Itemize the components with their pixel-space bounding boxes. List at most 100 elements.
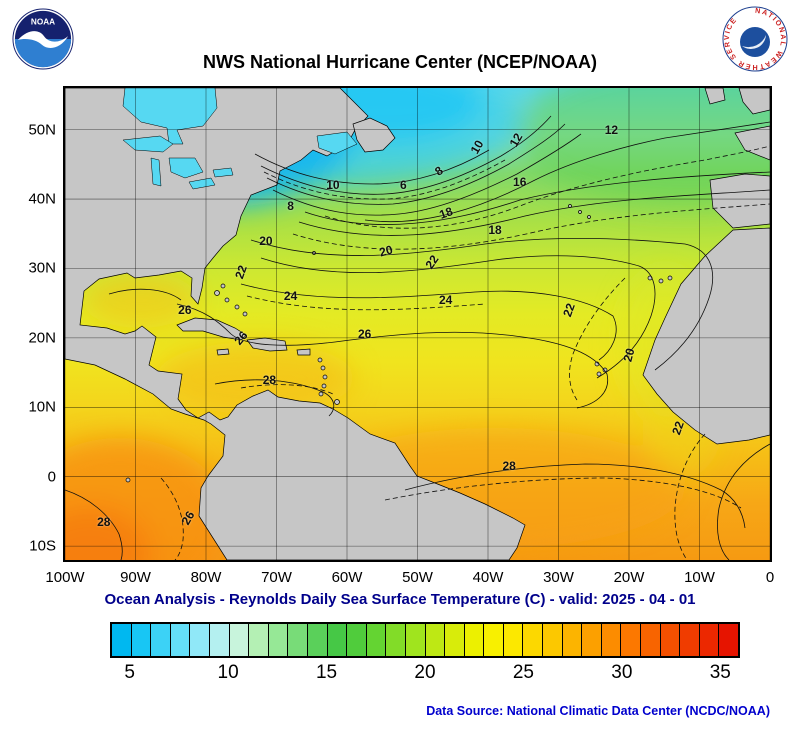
noaa-seal-icon: NOAA bbox=[12, 8, 74, 70]
colorbar-segment bbox=[543, 624, 563, 656]
land-ireland bbox=[704, 88, 726, 105]
contour-label: 18 bbox=[488, 223, 502, 238]
land-britain bbox=[738, 88, 770, 115]
contour-label: 8 bbox=[431, 163, 446, 179]
colorbar-segment bbox=[699, 624, 720, 656]
y-axis-label: 20N bbox=[28, 329, 56, 347]
colorbar-tick-label: 5 bbox=[124, 662, 135, 683]
colorbar-segment bbox=[484, 624, 504, 656]
colorbar-segment bbox=[641, 624, 661, 656]
colorbar-tick-label: 30 bbox=[611, 662, 633, 683]
grid-lines bbox=[65, 88, 770, 560]
land-newfoundland bbox=[352, 117, 396, 153]
y-axis-label: 50N bbox=[28, 121, 56, 139]
land-americas bbox=[65, 88, 526, 560]
land-france bbox=[734, 125, 770, 161]
colorbar-segment bbox=[523, 624, 544, 656]
colorbar-segment bbox=[151, 624, 171, 656]
x-axis-label: 70W bbox=[261, 569, 292, 586]
noaa-logo[interactable]: NOAA bbox=[12, 8, 74, 70]
x-axis-label: 0 bbox=[765, 569, 775, 586]
lake-michigan bbox=[150, 157, 162, 187]
x-axis-label: 50W bbox=[402, 569, 433, 586]
colorbar-segment bbox=[249, 624, 269, 656]
contour-label-layer: 8 10 6 8 10 12 12 16 18 18 20 20 22 22 24 24 22 26 26 26 20 2… bbox=[65, 88, 770, 560]
colorbar-segment bbox=[347, 624, 367, 656]
land-small-islands bbox=[125, 204, 673, 483]
colorbar-segment bbox=[445, 624, 465, 656]
contour-label: 16 bbox=[513, 174, 527, 189]
x-axis-label: 80W bbox=[190, 569, 222, 586]
colorbar-tick-label: 35 bbox=[709, 662, 731, 683]
colorbar-segment bbox=[680, 624, 700, 656]
y-axis-label: 0 bbox=[47, 468, 56, 486]
colorbar-segment bbox=[464, 624, 485, 656]
colorbar-ticks: 5 10 15 20 25 30 35 bbox=[110, 662, 740, 688]
y-axis-label: 30N bbox=[28, 259, 56, 277]
x-axis-label: 100W bbox=[45, 569, 85, 586]
x-axis-label: 10W bbox=[684, 569, 715, 586]
map-caption: Ocean Analysis - Reynolds Daily Sea Surf… bbox=[104, 591, 696, 608]
colorbar-segment bbox=[503, 624, 524, 656]
contour-label: 26 bbox=[231, 328, 251, 348]
contour-label: 24 bbox=[283, 289, 298, 304]
contour-label: 26 bbox=[178, 303, 192, 318]
colorbar-segment bbox=[288, 624, 308, 656]
contour-label: 10 bbox=[468, 137, 487, 157]
lake-erie bbox=[188, 177, 216, 190]
noaa-logo-text: NOAA bbox=[31, 17, 55, 26]
hudson-bay bbox=[122, 88, 218, 145]
colorbar-segment bbox=[131, 624, 152, 656]
colorbar-segment bbox=[112, 624, 132, 656]
contour-label: 26 bbox=[357, 327, 372, 342]
colorbar-segment bbox=[386, 624, 406, 656]
colorbar-segment bbox=[621, 624, 642, 656]
contour-label: 28 bbox=[97, 514, 111, 529]
colorbar-segment bbox=[170, 624, 191, 656]
sst-map-image bbox=[65, 88, 770, 560]
colorbar-segments bbox=[110, 622, 740, 658]
contour-label: 26 bbox=[178, 509, 198, 528]
land-puerto-rico bbox=[296, 348, 311, 356]
contour-label: 20 bbox=[620, 346, 638, 364]
lake-ontario bbox=[212, 167, 234, 178]
data-source: Data Source: National Climatic Data Cent… bbox=[426, 704, 770, 718]
contour-label: 22 bbox=[232, 263, 251, 281]
colorbar-segment bbox=[660, 624, 681, 656]
y-axis-label: 10N bbox=[28, 398, 56, 416]
colorbar-segment bbox=[307, 624, 328, 656]
colorbar-segment bbox=[601, 624, 622, 656]
colorbar-segment bbox=[209, 624, 230, 656]
colorbar-segment bbox=[719, 624, 738, 656]
colorbar-tick-label: 25 bbox=[512, 662, 535, 683]
colorbar-segment bbox=[268, 624, 289, 656]
y-axis-label: 10S bbox=[29, 537, 56, 555]
contour-label: 20 bbox=[377, 242, 395, 260]
land-africa bbox=[642, 227, 770, 445]
contour-label: 12 bbox=[604, 122, 619, 137]
x-axis-label: 60W bbox=[331, 569, 363, 586]
colorbar-segment bbox=[405, 624, 426, 656]
colorbar-tick-label: 15 bbox=[315, 662, 338, 683]
colorbar-tick-label: 10 bbox=[217, 662, 239, 683]
contour-label: 24 bbox=[439, 292, 453, 307]
contour-label: 28 bbox=[262, 372, 277, 387]
colorbar-tick-label: 20 bbox=[414, 662, 436, 683]
x-axis-label: 90W bbox=[120, 569, 151, 586]
colorbar-segment bbox=[190, 624, 210, 656]
colorbar-segment bbox=[425, 624, 446, 656]
nws-logo[interactable]: NATIONAL WEATHER SERVICE bbox=[722, 6, 788, 72]
sst-map-panel: 8 10 6 8 10 12 12 16 18 18 20 20 22 22 24 24 22 26 26 26 20 2… bbox=[63, 86, 772, 562]
contour-label: 22 bbox=[669, 419, 688, 437]
contour-label: 12 bbox=[506, 130, 526, 150]
land-layer bbox=[65, 88, 770, 560]
colorbar-segment bbox=[366, 624, 387, 656]
contour-label: 6 bbox=[400, 178, 407, 193]
contour-label: 8 bbox=[287, 199, 294, 213]
contour-label: 28 bbox=[502, 459, 516, 474]
contour-label: 22 bbox=[422, 252, 442, 272]
page-title: NWS National Hurricane Center (NCEP/NOAA… bbox=[202, 52, 598, 72]
contour-label: 10 bbox=[326, 178, 340, 193]
colorbar-segment bbox=[562, 624, 583, 656]
